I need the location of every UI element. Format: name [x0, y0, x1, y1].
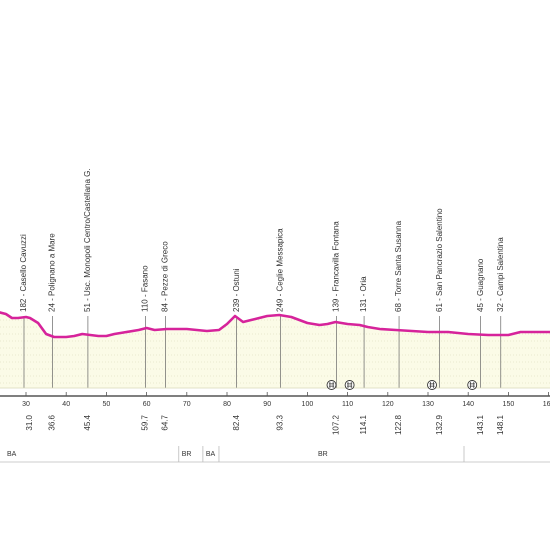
x-tick-label: 90: [263, 401, 271, 408]
place-markers-layer: [23, 316, 502, 388]
place-label: 45 - Guagnano: [476, 258, 485, 312]
km-label: 36.6: [48, 414, 57, 430]
km-label: 114.1: [359, 414, 368, 434]
km-label: 122.8: [394, 414, 403, 435]
place-label: 24 - Polignano a Mare: [48, 233, 57, 312]
x-tick-label: 60: [143, 401, 151, 408]
profile-area-fill: [0, 312, 550, 388]
place-label: 32 - Campi Salentina: [496, 237, 505, 312]
place-label: 249 - Ceglie Messapica: [276, 228, 285, 312]
x-tick-label: 160: [543, 401, 550, 408]
x-tick-label: 80: [223, 401, 231, 408]
x-tick-label: 100: [302, 401, 314, 408]
place-label: 182 - Casello Cavuzzi: [19, 234, 28, 312]
km-label: 31.0: [25, 414, 34, 430]
rail-crossings-layer: [326, 380, 478, 390]
place-label: 110 - Fasano: [141, 265, 150, 312]
place-labels: 182 - Casello Cavuzzi 24 - Polignano a Ma…: [19, 168, 505, 312]
x-tick-label: 130: [422, 401, 434, 408]
x-tick-label: 120: [382, 401, 394, 408]
km-labels: 31.0 36.6 45.4 59.7 64.7 82.4 93.3 107.2 114.1 12…: [25, 414, 505, 435]
km-label: 45.4: [83, 414, 92, 430]
place-label: 51 - Usc. Monopoli Centro/Castellana G.: [83, 168, 92, 312]
km-label: 82.4: [232, 414, 241, 430]
km-label: 132.9: [435, 414, 444, 435]
place-label: 131 - Oria: [359, 276, 368, 312]
province-label: BR: [318, 451, 328, 458]
province-label: BA: [7, 451, 17, 458]
place-label: 239 - Ostuni: [232, 268, 241, 312]
x-axis: [0, 387, 550, 397]
province-label: BA: [206, 451, 216, 458]
x-tick-label: 110: [342, 401, 353, 408]
x-tick-label: 140: [462, 401, 474, 408]
km-label: 148.1: [496, 414, 505, 435]
x-tick-label: 150: [503, 401, 515, 408]
railway-crossing-icon: [344, 380, 355, 390]
x-tick-label: 30: [22, 401, 30, 408]
profile-line: [0, 311, 550, 339]
profile-fill-layer: [0, 312, 550, 388]
km-label: 93.3: [276, 414, 285, 430]
km-label: 143.1: [476, 414, 485, 435]
railway-crossing-icon: [427, 380, 437, 390]
place-label: 139 - Francavilla Fontana: [331, 221, 340, 312]
x-tick-labels: 30 40 50 60 70 80 90 100 110 120 130 140 150 160: [22, 401, 550, 408]
km-label: 107.2: [331, 414, 340, 435]
place-label: 68 - Torre Santa Susanna: [394, 220, 403, 312]
railway-crossing-icon: [467, 380, 478, 390]
place-label: 84 - Pezze di Greco: [161, 241, 170, 312]
province-bands: BA BR BA BR: [0, 446, 550, 463]
railway-crossing-icon: [326, 380, 337, 390]
province-label: BR: [182, 451, 192, 458]
profile-line-layer: [0, 311, 550, 339]
km-label: 64.7: [161, 414, 170, 430]
x-tick-label: 70: [183, 401, 191, 408]
place-label: 61 - San Pancrazio Salentino: [435, 208, 444, 312]
x-tick-label: 50: [103, 401, 111, 408]
x-tick-label: 40: [62, 401, 70, 408]
km-label: 59.7: [141, 414, 150, 430]
